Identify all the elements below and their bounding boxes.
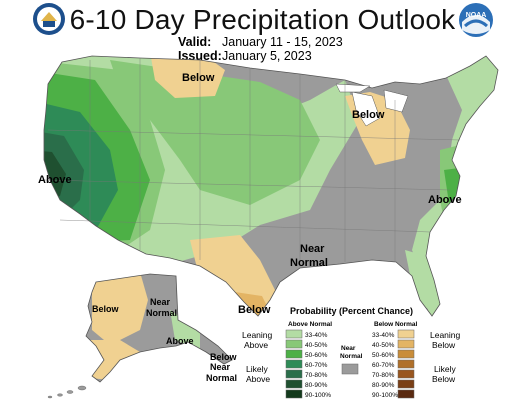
- page-title: 6-10 Day Precipitation Outlook: [69, 4, 456, 35]
- legend-likely-below-1: Likely: [434, 364, 456, 374]
- label-near-normal-alaska-2: Normal: [146, 308, 177, 318]
- legend-above-range: 60-70%: [305, 362, 328, 369]
- legend-near-header-1: Near: [341, 345, 356, 352]
- legend-above-swatch: [285, 329, 303, 339]
- legend-above-range: 50-60%: [305, 352, 328, 359]
- noaa-logo-text: NOAA: [466, 12, 487, 19]
- legend-above-range: 33-40%: [305, 332, 328, 339]
- legend-above-range: 40-50%: [305, 342, 328, 349]
- legend-leaning-below-1: Leaning: [430, 330, 461, 340]
- label-below-texas: Below: [238, 304, 271, 316]
- label-near-normal-center-2: Normal: [290, 257, 328, 269]
- legend-above-range: 90-100%: [305, 392, 331, 399]
- legend-below-range: 33-40%: [372, 332, 395, 339]
- issued-value: January 5, 2023: [222, 49, 312, 63]
- legend-likely-above-1: Likely: [246, 364, 268, 374]
- legend-below-header: Below Normal: [374, 321, 418, 328]
- above-40-west: [110, 60, 320, 205]
- lake-huron: [383, 89, 409, 113]
- label-below-aleutian: Below: [210, 352, 238, 362]
- doc-seal-icon: [33, 3, 65, 35]
- legend-below-range: 70-80%: [372, 372, 395, 379]
- lake-superior: [335, 83, 371, 93]
- legend-above-swatch: [285, 349, 303, 359]
- label-near-normal-center-1: Near: [300, 243, 325, 255]
- legend-below-swatch: [397, 329, 415, 339]
- label-above-east: Above: [428, 194, 462, 206]
- alaska-outline: [85, 273, 233, 383]
- legend-likely-above-2: Above: [246, 374, 270, 384]
- legend-below-swatch: [397, 379, 415, 389]
- legend-below-range: 80-90%: [372, 382, 395, 389]
- legend-below-range: 40-50%: [372, 342, 395, 349]
- legend-above-swatch: [285, 359, 303, 369]
- lake-michigan: [351, 91, 381, 127]
- legend-leaning-above-2: Above: [244, 340, 268, 350]
- legend-above-swatch: [285, 369, 303, 379]
- legend-title: Probability (Percent Chance): [290, 306, 413, 316]
- legend-below-swatch: [397, 349, 415, 359]
- legend-leaning-below-2: Below: [432, 340, 456, 350]
- legend-below-range: 50-60%: [372, 352, 395, 359]
- label-above-west: Above: [38, 174, 72, 186]
- legend-below-range: 60-70%: [372, 362, 395, 369]
- valid-value: January 11 - 15, 2023: [222, 35, 343, 49]
- valid-label: Valid:: [178, 35, 212, 49]
- legend-above-swatch: [285, 379, 303, 389]
- legend-below-range: 90-100%: [372, 392, 398, 399]
- legend-above-swatch: [285, 389, 303, 399]
- legend-below-swatch: [397, 369, 415, 379]
- legend-above-range: 80-90%: [305, 382, 328, 389]
- label-near-normal-aleutian-1: Near: [210, 362, 231, 372]
- legend-leaning-above-1: Leaning: [242, 330, 273, 340]
- legend-above-swatch: [285, 339, 303, 349]
- state-lines: [43, 58, 461, 262]
- aleutian-islands: [47, 385, 87, 399]
- legend-above-header: Above Normal: [288, 321, 332, 328]
- label-below-alaska: Below: [92, 304, 120, 314]
- below-north-plains: [150, 56, 225, 98]
- label-above-alaska: Above: [166, 336, 194, 346]
- legend-below-swatch: [397, 359, 415, 369]
- legend-near-swatch: [341, 363, 359, 375]
- dates-block: Valid: January 11 - 15, 2023 Issued:Janua…: [178, 35, 343, 63]
- legend-below-swatch: [397, 339, 415, 349]
- probability-legend: Probability (Percent Chance) Above Norma…: [242, 306, 461, 399]
- legend-above-range: 70-80%: [305, 372, 328, 379]
- legend-below-swatch: [397, 389, 415, 399]
- label-near-normal-aleutian-2: Normal: [206, 373, 237, 383]
- legend-near-header-2: Normal: [340, 353, 363, 360]
- legend-swatches: 33-40% 33-40% 40-50% 40-50% 50-60% 50-60% 60-7…: [285, 329, 415, 399]
- label-below-north: Below: [182, 72, 215, 84]
- noaa-logo-icon: NOAA: [459, 3, 493, 37]
- label-near-normal-alaska-1: Near: [150, 297, 171, 307]
- conus-outline: [43, 55, 499, 317]
- legend-likely-below-2: Below: [432, 374, 456, 384]
- label-below-lakes: Below: [352, 109, 385, 121]
